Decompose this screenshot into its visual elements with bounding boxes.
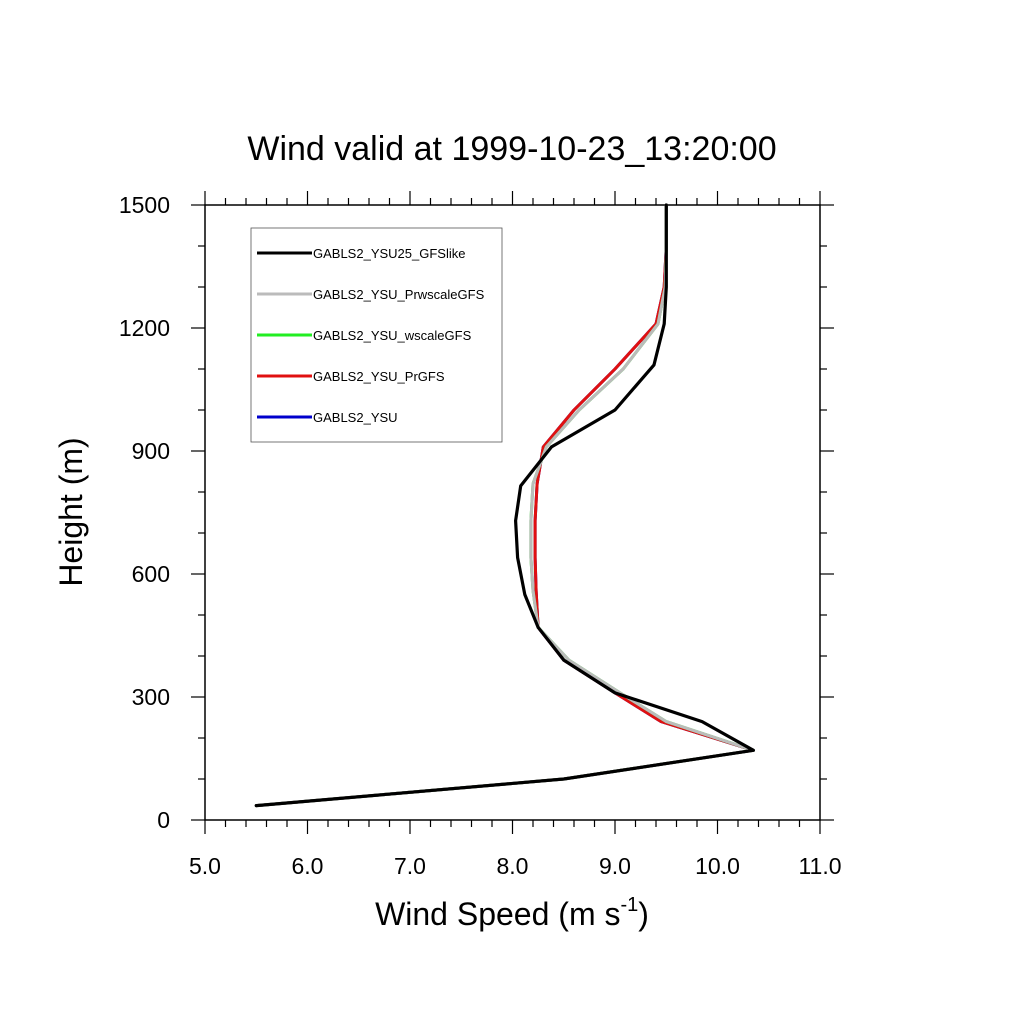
series-line-gabls2-ysu25-gfslike	[254, 203, 756, 808]
y-tick-labels: 0 300 600 900 1200 1500	[119, 192, 170, 833]
y-tick-label: 0	[157, 807, 170, 833]
y-tick-label: 300	[132, 684, 170, 710]
x-tick-label: 10.0	[695, 853, 740, 879]
legend-label: GABLS2_YSU	[313, 410, 398, 425]
y-tick-label: 900	[132, 438, 170, 464]
x-tick-label: 6.0	[292, 853, 324, 879]
x-tick-label: 8.0	[497, 853, 529, 879]
x-axis-label-main: Wind Speed (m s	[375, 896, 620, 932]
x-axis-label: Wind Speed (m s-1)	[375, 894, 649, 932]
series-lines	[254, 203, 756, 808]
x-axis-label-suffix: )	[638, 896, 649, 932]
legend-label: GABLS2_YSU25_GFSlike	[313, 246, 465, 261]
series-line-gabls2-ysu-prwscalegfs	[254, 203, 755, 808]
y-tick-label: 1200	[119, 315, 170, 341]
x-tick-labels: 5.0 6.0 7.0 8.0 9.0 10.0 11.0	[189, 853, 842, 879]
x-axis-label-superscript: -1	[620, 894, 638, 916]
legend-label: GABLS2_YSU_PrwscaleGFS	[313, 287, 485, 302]
legend: GABLS2_YSU25_GFSlike GABLS2_YSU_PrwscaleG…	[250, 227, 503, 443]
chart-title: Wind valid at 1999-10-23_13:20:00	[247, 130, 776, 168]
x-tick-label: 9.0	[599, 853, 631, 879]
legend-label: GABLS2_YSU_wscaleGFS	[313, 328, 472, 343]
x-tick-label: 7.0	[394, 853, 426, 879]
legend-label: GABLS2_YSU_PrGFS	[313, 369, 445, 384]
axis-ticks	[191, 191, 834, 834]
y-tick-label: 1500	[119, 192, 170, 218]
x-tick-label: 11.0	[798, 853, 841, 879]
y-axis-label: Height (m)	[53, 437, 89, 586]
x-tick-label: 5.0	[189, 853, 221, 879]
y-tick-label: 600	[132, 561, 170, 587]
